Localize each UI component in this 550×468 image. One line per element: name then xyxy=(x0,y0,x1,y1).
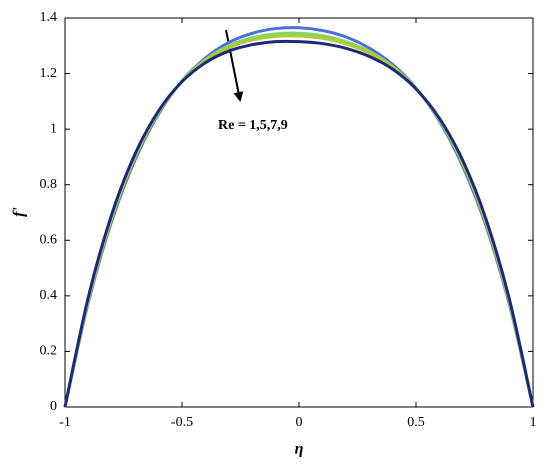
plot-frame xyxy=(64,17,534,408)
y-tick-label: 1.4 xyxy=(40,10,58,25)
data-line xyxy=(63,39,535,408)
y-tick-label: 0.4 xyxy=(40,288,58,303)
x-axis-label: η xyxy=(295,441,304,458)
annotation: Re = 1,5,7,9 xyxy=(218,118,288,133)
y-tick-label: 0.2 xyxy=(40,344,58,359)
data-line xyxy=(63,31,535,408)
y-tick-label: 0 xyxy=(50,399,57,414)
x-tick-label: -0.5 xyxy=(171,415,193,430)
x-tick-label: 0 xyxy=(296,415,303,430)
y-axis-label: f' xyxy=(11,207,28,217)
x-tick-label: 0.5 xyxy=(407,415,425,430)
y-tick-label: 1.2 xyxy=(40,66,58,81)
data-line xyxy=(63,34,535,408)
x-tick-label: -1 xyxy=(59,415,71,430)
x-tick-label: 1 xyxy=(530,415,537,430)
data-line xyxy=(63,26,535,408)
y-tick-label: 1 xyxy=(50,121,57,136)
y-tick-label: 0.6 xyxy=(40,233,58,248)
y-tick-label: 0.8 xyxy=(40,177,58,192)
